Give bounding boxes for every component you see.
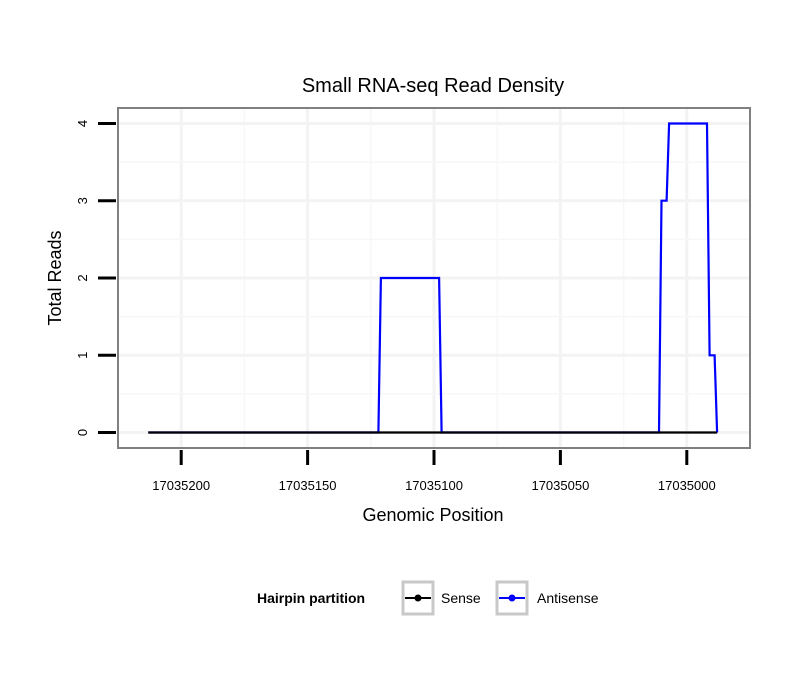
x-tick-label: 17035100: [405, 478, 463, 493]
legend-label-sense: Sense: [441, 590, 481, 606]
x-tick-label: 17035150: [279, 478, 337, 493]
legend-item-antisense: Antisense: [495, 580, 599, 616]
y-tick-label: 3: [75, 197, 90, 204]
y-tick-label: 4: [75, 120, 90, 127]
legend-item-sense: Sense: [401, 580, 481, 616]
axes: 17035200 17035150 17035100 17035050 17035000…: [75, 120, 716, 493]
x-tick-label: 17035200: [152, 478, 210, 493]
y-tick-label: 2: [75, 274, 90, 281]
series-line-antisense: [148, 122, 719, 434]
chart-title: Small RNA-seq Read Density: [302, 75, 564, 97]
y-axis-title: Total Reads: [45, 230, 65, 325]
x-tick-label: 17035000: [658, 478, 716, 493]
x-tick-label: 17035050: [531, 478, 589, 493]
legend-title: Hairpin partition: [257, 590, 365, 606]
x-axis-title: Genomic Position: [362, 505, 503, 525]
legend-dot-antisense: [508, 594, 516, 602]
legend: Hairpin partition Sense Antisense: [257, 580, 599, 616]
y-tick-label: 0: [75, 429, 90, 436]
legend-dot-sense: [414, 594, 422, 602]
legend-label-antisense: Antisense: [537, 590, 599, 606]
series-layer: [148, 122, 719, 434]
y-tick-label: 1: [75, 352, 90, 359]
plot-panel-border: [117, 107, 751, 449]
